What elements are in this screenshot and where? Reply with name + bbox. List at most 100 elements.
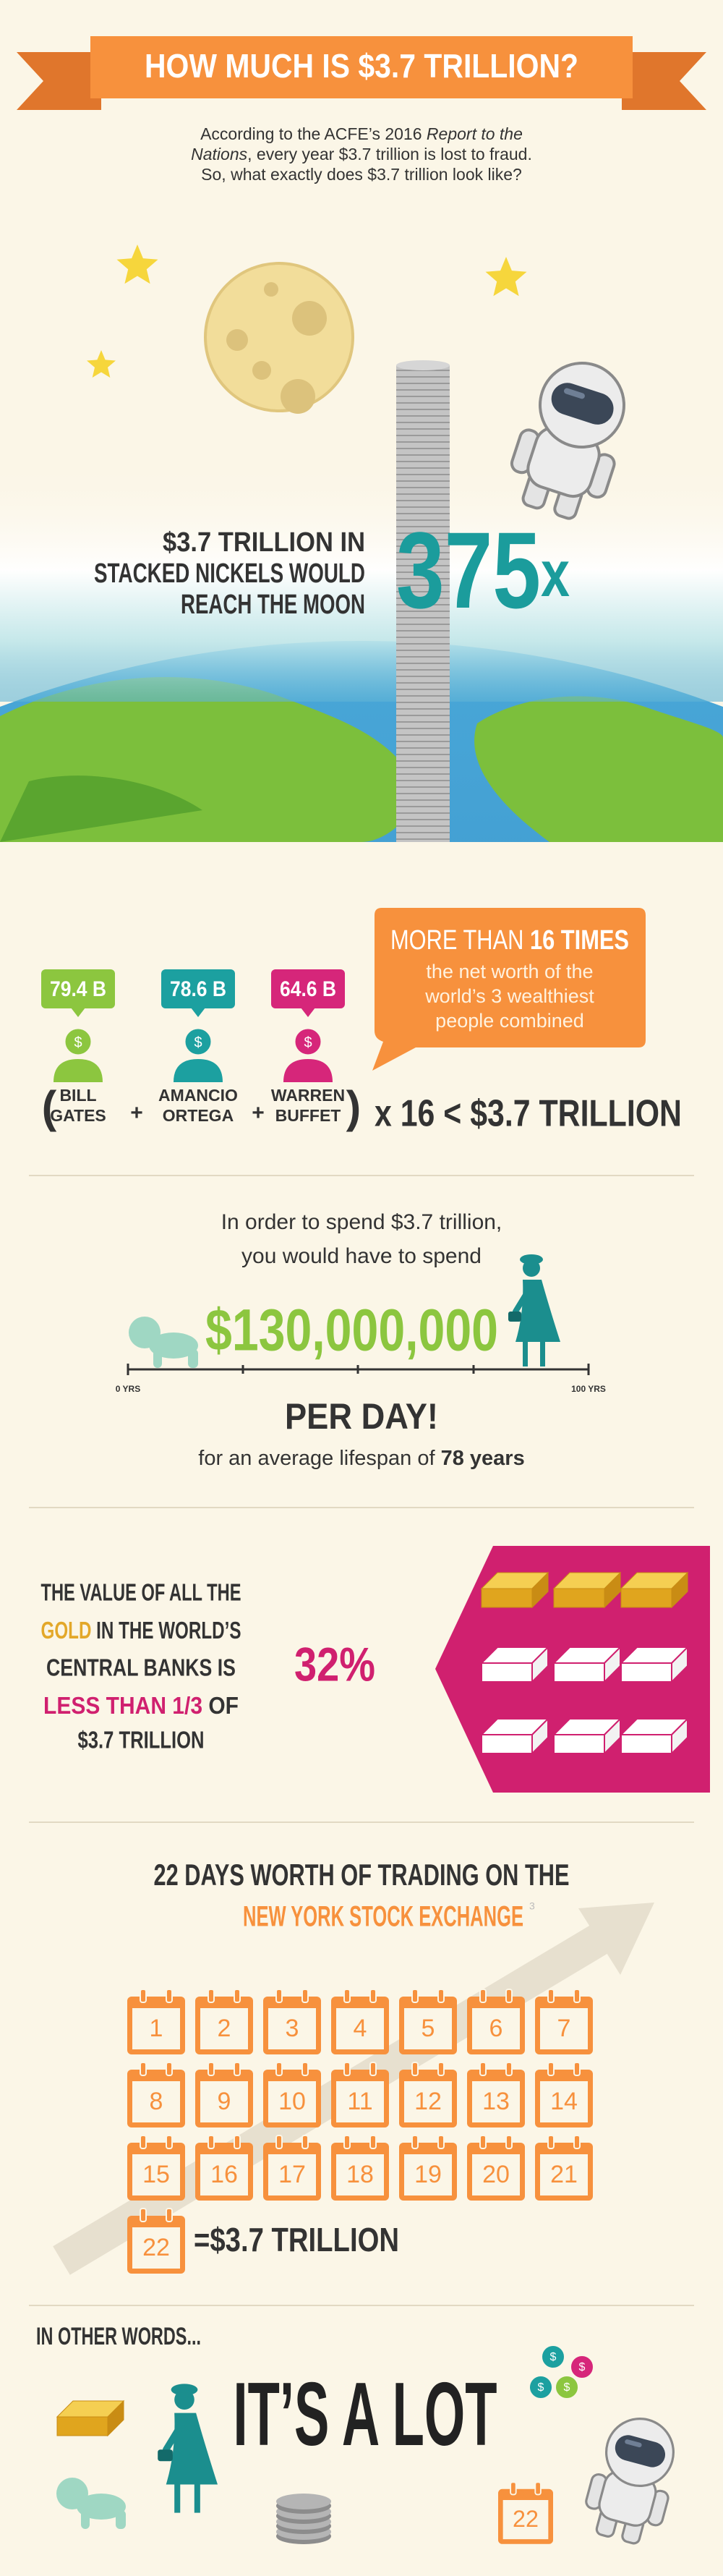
person-icon: $ bbox=[174, 1026, 223, 1082]
bar-front bbox=[620, 1734, 672, 1754]
intro-line: According to the ACFE’s 2016 Report to t… bbox=[200, 124, 523, 143]
calendar-ring bbox=[510, 2481, 517, 2496]
calendar: 13 bbox=[467, 2062, 525, 2127]
gold-bar bbox=[552, 1645, 623, 1684]
callout-prefix: MORE THAN bbox=[390, 925, 530, 956]
baby bbox=[56, 2478, 126, 2529]
ribbon-tail bbox=[17, 52, 101, 110]
nickel-stack bbox=[396, 365, 450, 842]
astronaut bbox=[585, 2417, 675, 2545]
person-name: BUFFET bbox=[275, 1106, 341, 1125]
calendar-day: 7 bbox=[557, 2015, 571, 2042]
net-worth-box bbox=[271, 969, 345, 1008]
person-head bbox=[63, 1026, 93, 1057]
spend-text: you would have to spend bbox=[241, 1244, 482, 1268]
multiplier-number: 375 bbox=[396, 509, 541, 631]
bar-side bbox=[531, 1717, 549, 1756]
calendar-day: 15 bbox=[142, 2161, 170, 2188]
lady-arm bbox=[513, 1283, 534, 1314]
calendar-ring bbox=[437, 2062, 445, 2076]
intro-text: According to the ACFE’s 2016 bbox=[200, 124, 427, 143]
money-bag bbox=[529, 2375, 553, 2399]
lady-head bbox=[174, 2389, 194, 2410]
calendar-page bbox=[404, 2154, 452, 2195]
calendar-day: 8 bbox=[150, 2088, 163, 2115]
bar-front bbox=[481, 1734, 533, 1754]
baby-arm bbox=[81, 2510, 90, 2529]
person-name: BILL bbox=[59, 1086, 96, 1105]
calendar-ring bbox=[505, 2062, 513, 2076]
person-shoulders bbox=[283, 1059, 333, 1082]
calendar-day: 21 bbox=[550, 2161, 578, 2188]
calendar: 3 bbox=[263, 1989, 321, 2054]
growth-arrowhead bbox=[578, 1903, 654, 1975]
calendar: 6 bbox=[467, 1989, 525, 2054]
calendar-ring bbox=[275, 2062, 283, 2076]
gold-text: LESS THAN 1/3 OF bbox=[43, 1692, 239, 1719]
calendar-ring bbox=[437, 1989, 445, 2003]
net-worth-pointer bbox=[301, 1008, 315, 1017]
calendar: 9 bbox=[195, 2062, 253, 2127]
gold-bar bbox=[619, 1717, 690, 1756]
closing-headline: IT’S A LOT bbox=[234, 2365, 497, 2465]
calendar-ring bbox=[208, 2062, 215, 2076]
baby bbox=[129, 1317, 198, 1368]
calendar: 21 bbox=[535, 2135, 593, 2201]
calendar: 16 bbox=[195, 2135, 253, 2201]
calendar-page bbox=[336, 2081, 384, 2122]
calendar: 22 bbox=[127, 2208, 185, 2274]
baby-leg bbox=[116, 2510, 126, 2529]
calendar-ring bbox=[208, 2135, 215, 2149]
gold-bar bbox=[479, 1717, 550, 1756]
calendar-ring bbox=[369, 2135, 377, 2149]
calendar-ring bbox=[343, 2135, 351, 2149]
net-worth-box bbox=[161, 969, 235, 1008]
calendar-page bbox=[336, 2008, 384, 2049]
calendar-ring bbox=[140, 1989, 147, 2003]
gold-text: $3.7 TRILLION bbox=[78, 1727, 205, 1754]
spend-text: In order to spend $3.7 trillion, bbox=[221, 1210, 502, 1234]
gold-word: GOLD bbox=[41, 1617, 92, 1644]
money-symbol: $ bbox=[538, 2381, 544, 2394]
calendar: 5 bbox=[399, 1989, 457, 2054]
calendar-day: 10 bbox=[278, 2088, 306, 2115]
bar-front bbox=[620, 1662, 672, 1683]
lady-leg bbox=[523, 1342, 528, 1366]
calendar-page bbox=[540, 2081, 588, 2122]
timeline-end: 100 YRS bbox=[571, 1384, 606, 1394]
calendar-ring bbox=[301, 2135, 309, 2149]
calendar: 8 bbox=[127, 2062, 185, 2127]
gold-text: GOLD IN THE WORLD’S bbox=[41, 1617, 241, 1644]
gold-bar bbox=[56, 2399, 125, 2437]
less-than: LESS THAN 1/3 bbox=[43, 1692, 202, 1719]
person-symbol: $ bbox=[74, 1034, 82, 1050]
person-icon: $ bbox=[283, 1026, 333, 1082]
calendar-day: 18 bbox=[346, 2161, 374, 2188]
person-shoulders bbox=[54, 1059, 103, 1082]
calendar-page bbox=[472, 2008, 520, 2049]
equation-result: x 16 < $3.7 TRILLION bbox=[375, 1093, 682, 1135]
lady-leg bbox=[540, 1342, 545, 1366]
calendar-page bbox=[404, 2081, 452, 2122]
bar-side bbox=[531, 1571, 549, 1609]
calendar-page bbox=[132, 2154, 180, 2195]
calendar-day: 2 bbox=[218, 2015, 231, 2042]
calendar-ring bbox=[479, 1989, 487, 2003]
lifespan: for an average lifespan of 78 years bbox=[198, 1447, 524, 1470]
calendar-day: 11 bbox=[347, 2088, 372, 2115]
land bbox=[0, 775, 202, 842]
money-bag bbox=[541, 2345, 565, 2369]
moon bbox=[204, 262, 354, 412]
title-banner bbox=[90, 36, 633, 98]
astronaut bbox=[510, 362, 625, 520]
money-bag bbox=[555, 2375, 579, 2399]
net-worth: 78.6 B bbox=[170, 977, 226, 1001]
bar-side bbox=[531, 1645, 549, 1684]
calendar-ring bbox=[234, 1989, 241, 2003]
star bbox=[485, 257, 527, 297]
nickel-top bbox=[396, 360, 450, 370]
crater bbox=[226, 329, 248, 351]
calendar: 1 bbox=[127, 1989, 185, 2054]
lifespan-prefix: for an average lifespan of bbox=[198, 1447, 440, 1470]
